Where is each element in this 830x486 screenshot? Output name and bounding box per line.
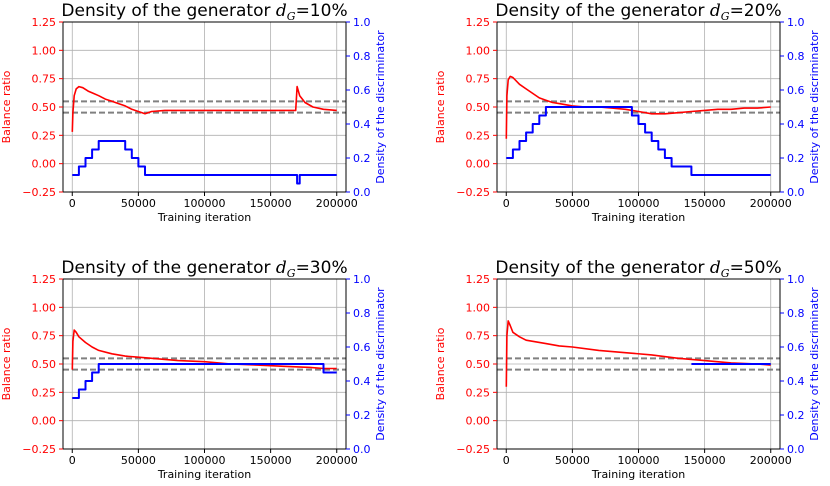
subplot-1: 0 50000 100000 150000 200000 −0.25 0.00 0.25 0.5… [0, 1, 387, 224]
x-tick-label: 200000 [750, 197, 792, 210]
y-left-tick-label: 1.25 [466, 273, 491, 286]
y-left-tick-label: −0.25 [456, 443, 490, 456]
y-left-tick-label: 0.50 [32, 101, 57, 114]
y-left-tick-label: 1.25 [32, 273, 57, 286]
y-left-tick-label: 0.50 [466, 358, 491, 371]
y-right-axis-label: Density of the discriminator [374, 30, 387, 184]
y-left-tick-label: −0.25 [22, 186, 56, 199]
x-axis-label: Training iteration [157, 211, 251, 224]
y-right-tick-label: 0.8 [353, 50, 371, 63]
y-right-axis-label: Density of the discriminator [808, 30, 821, 184]
y-left-tick-label: 0.25 [32, 386, 57, 399]
y-right-tick-label: 0.8 [353, 307, 371, 320]
x-axis-label: Training iteration [591, 211, 685, 224]
x-tick-label: 0 [69, 454, 76, 467]
y-left-tick-label: 0.00 [32, 415, 57, 428]
y-right-tick-label: 0.8 [787, 307, 805, 320]
y-right-tick-label: 0.2 [353, 409, 371, 422]
y-left-tick-label: 1.00 [466, 301, 491, 314]
y-left-tick-label: 1.25 [466, 16, 491, 29]
y-right-axis-label: Density of the discriminator [374, 287, 387, 441]
y-left-axis-label: Balance ratio [0, 70, 13, 143]
y-left-tick-label: 1.00 [32, 301, 57, 314]
y-right-tick-label: 0.4 [787, 118, 805, 131]
y-right-tick-label: 1.0 [353, 273, 371, 286]
y-right-tick-label: 0.6 [787, 84, 805, 97]
y-right-tick-label: 0.4 [353, 118, 371, 131]
y-right-tick-label: 0.2 [353, 152, 371, 165]
y-left-axis-label: Balance ratio [434, 70, 447, 143]
x-tick-label: 50000 [555, 454, 590, 467]
chart-title: Density of the generator dG=50% [495, 258, 781, 280]
y-right-tick-label: 0.0 [353, 186, 371, 199]
y-left-tick-label: 0.50 [466, 101, 491, 114]
y-right-tick-label: 0.0 [353, 443, 371, 456]
y-left-tick-label: 0.75 [466, 330, 491, 343]
y-right-tick-label: 1.0 [787, 273, 805, 286]
y-right-tick-label: 1.0 [353, 16, 371, 29]
subplot-4: 0 50000 100000 150000 200000 −0.25 0.00 0.25 0.5… [434, 258, 821, 481]
y-left-axis-label: Balance ratio [434, 327, 447, 400]
balance-ratio-line [505, 320, 771, 387]
balance-ratio-line [71, 329, 337, 370]
y-right-tick-label: 0.2 [787, 152, 805, 165]
x-tick-label: 150000 [684, 454, 726, 467]
y-right-axis-label: Density of the discriminator [808, 287, 821, 441]
x-tick-label: 150000 [250, 197, 292, 210]
y-right-tick-label: 0.8 [787, 50, 805, 63]
y-right-tick-label: 1.0 [787, 16, 805, 29]
discriminator-density-line [72, 363, 337, 399]
y-left-axis-label: Balance ratio [0, 327, 13, 400]
x-tick-label: 0 [503, 454, 510, 467]
x-tick-label: 50000 [121, 454, 156, 467]
y-right-tick-label: 0.0 [787, 186, 805, 199]
x-tick-label: 100000 [618, 454, 660, 467]
x-tick-label: 0 [69, 197, 76, 210]
discriminator-density-line [506, 106, 771, 176]
y-left-tick-label: −0.25 [456, 186, 490, 199]
x-tick-label: 150000 [684, 197, 726, 210]
y-right-tick-label: 0.2 [787, 409, 805, 422]
x-axis-label: Training iteration [157, 468, 251, 481]
x-tick-label: 150000 [250, 454, 292, 467]
y-right-tick-label: 0.4 [787, 375, 805, 388]
x-tick-label: 200000 [316, 454, 358, 467]
y-left-tick-label: 0.00 [466, 415, 491, 428]
x-axis-label: Training iteration [591, 468, 685, 481]
y-left-tick-label: 0.25 [466, 386, 491, 399]
y-left-tick-label: 1.00 [32, 44, 57, 57]
x-tick-label: 200000 [750, 454, 792, 467]
x-tick-label: 0 [503, 197, 510, 210]
chart-title: Density of the generator dG=10% [61, 1, 347, 23]
y-right-tick-label: 0.6 [353, 341, 371, 354]
y-right-tick-label: 0.0 [787, 443, 805, 456]
chart-title: Density of the generator dG=30% [61, 258, 347, 280]
y-left-tick-label: 0.25 [466, 129, 491, 142]
y-left-tick-label: 1.25 [32, 16, 57, 29]
y-left-tick-label: 0.75 [32, 330, 57, 343]
y-left-tick-label: −0.25 [22, 443, 56, 456]
x-tick-label: 100000 [184, 454, 226, 467]
x-tick-label: 200000 [316, 197, 358, 210]
y-left-tick-label: 1.00 [466, 44, 491, 57]
subplot-3: 0 50000 100000 150000 200000 −0.25 0.00 0.25 0.5… [0, 258, 387, 481]
discriminator-density-line [72, 140, 337, 185]
y-left-tick-label: 0.25 [32, 129, 57, 142]
balance-ratio-line [71, 85, 337, 132]
y-left-tick-label: 0.00 [466, 158, 491, 171]
y-left-tick-label: 0.00 [32, 158, 57, 171]
x-tick-label: 50000 [555, 197, 590, 210]
y-left-tick-label: 0.75 [466, 73, 491, 86]
subplot-2: 0 50000 100000 150000 200000 −0.25 0.00 0.25 0.5… [434, 1, 821, 224]
chart-title: Density of the generator dG=20% [495, 1, 781, 23]
y-right-tick-label: 0.6 [787, 341, 805, 354]
x-tick-label: 50000 [121, 197, 156, 210]
y-right-tick-label: 0.6 [353, 84, 371, 97]
y-right-tick-label: 0.4 [353, 375, 371, 388]
y-left-tick-label: 0.75 [32, 73, 57, 86]
x-tick-label: 100000 [184, 197, 226, 210]
x-tick-label: 100000 [618, 197, 660, 210]
y-left-tick-label: 0.50 [32, 358, 57, 371]
